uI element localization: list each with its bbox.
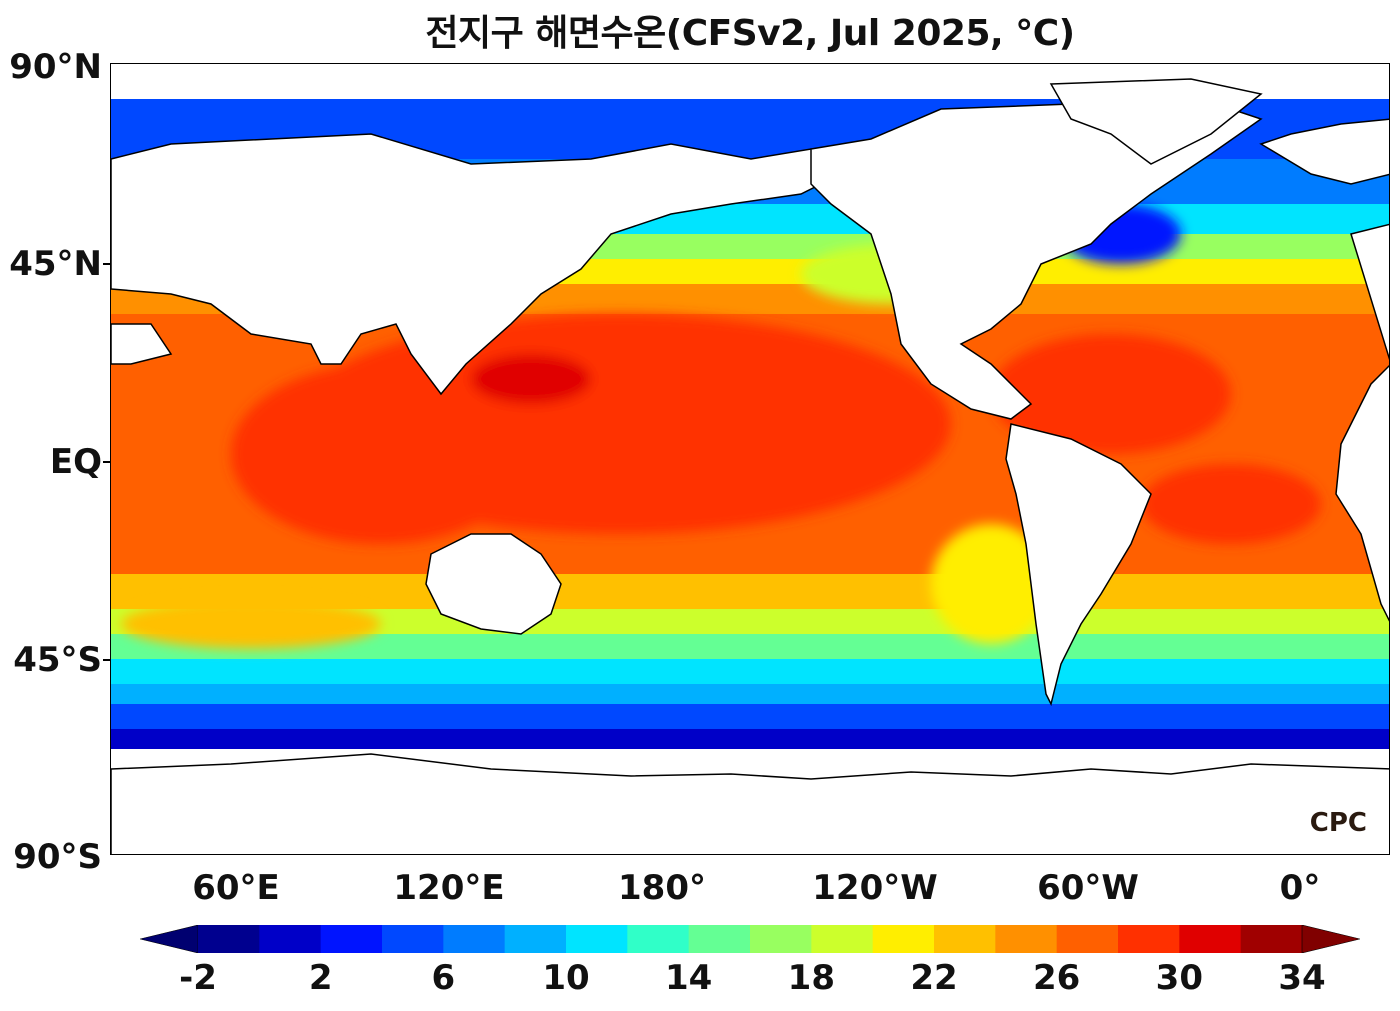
colorbar-segment [1118,925,1180,953]
lat-tick [103,659,110,661]
colorbar-segment [1056,925,1119,953]
chart-title: 전지구 해면수온(CFSv2, Jul 2025, °C) [425,13,1075,54]
lon-label-120w: 120°W [812,868,938,908]
lon-label-120e: 120°E [393,868,505,908]
colorbar-segment [688,925,751,953]
colorbar-segment [1179,925,1242,953]
colorbar-tick-label: 2 [308,958,333,998]
colorbar-under-triangle [140,925,199,953]
lat-label-90s: 90°S [13,837,102,877]
colorbar-over-triangle [1301,925,1360,953]
sst-map: CPC [110,63,1390,855]
colorbar-segment [566,925,628,953]
colorbar-segment [872,925,935,953]
colorbar-segment [934,925,996,953]
colorbar-segment [320,925,383,953]
colorbar-segment [504,925,567,953]
lat-tick [103,461,110,463]
colorbar-tick-label: 10 [542,958,590,998]
land-masses [111,78,1389,854]
colorbar-segment [198,925,260,953]
colorbar-segment [750,925,812,953]
colorbar [140,925,1360,953]
colorbar-segment [995,925,1058,953]
colorbar-tick-label: -2 [179,958,217,998]
lon-label-60e: 60°E [192,868,280,908]
lat-tick [103,263,110,265]
colorbar-segment [382,925,444,953]
lat-label-45s: 45°S [13,640,102,680]
lat-label-eq: EQ [49,442,102,482]
lon-label-0: 0° [1279,868,1321,908]
colorbar-tick-label: 14 [664,958,713,998]
colorbar-segment [627,925,690,953]
colorbar-segment [259,925,322,953]
lat-label-90n: 90°N [9,47,102,87]
lat-label-45n: 45°N [9,244,102,284]
sst-map-svg [111,64,1389,854]
colorbar-tick-label: 6 [431,958,456,998]
colorbar-segment [1240,925,1303,953]
colorbar-tick-label: 22 [910,958,958,998]
colorbar-segment [811,925,874,953]
lon-label-60w: 60°W [1037,868,1139,908]
lon-label-180: 180° [618,868,706,908]
colorbar-tick-label: 30 [1155,958,1203,998]
cpc-logo: CPC [1309,808,1367,838]
colorbar-segment [443,925,506,953]
colorbar-tick-label: 34 [1278,958,1326,998]
colorbar-tick-label: 18 [787,958,835,998]
colorbar-tick-label: 26 [1032,958,1081,998]
